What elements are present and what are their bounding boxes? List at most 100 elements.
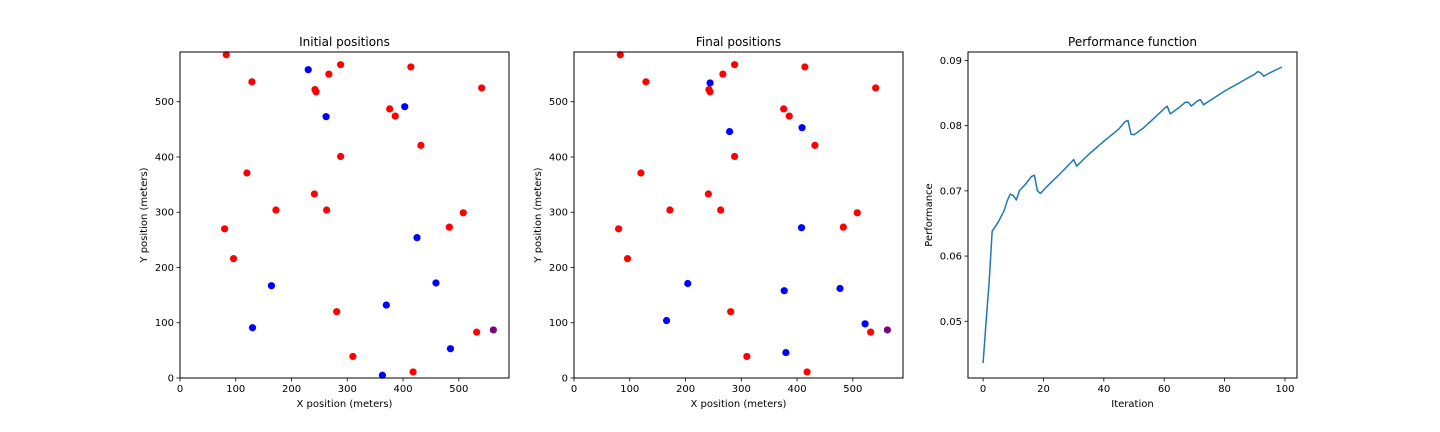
scatter-point [325,70,333,78]
scatter-point [304,66,312,74]
x-axis-label: Iteration [1111,399,1153,410]
scatter-point [803,368,811,376]
scatter-point [336,152,345,161]
scatter-point [336,61,345,69]
scatter-point [473,328,481,336]
y-tick-label: 400 [549,152,568,163]
scatter-point [801,63,809,71]
x-tick-label: 400 [394,384,413,395]
scatter-point [797,224,806,232]
chart-title: Final positions [696,35,781,49]
y-tick-label: 300 [549,208,568,219]
scatter-point [785,112,793,120]
y-tick-label: 0.09 [940,56,962,67]
scatter-point [743,352,751,361]
performance-line [982,66,1283,364]
scatter-point [839,223,847,231]
scatter-point [616,51,624,59]
axis-ticks: 0 100 200 300 400 500 0 100 200 300 400 500 [155,97,468,395]
scatter-point [489,326,497,334]
x-axis-label: X position (meters) [691,399,787,410]
y-tick-label: 100 [155,318,174,329]
y-tick-label: 100 [549,318,568,329]
scatter-point [727,308,735,316]
x-tick-label: 0 [571,384,577,395]
scatter-point [615,225,623,233]
scatter-point [706,88,714,96]
y-tick-label: 0.07 [940,186,962,197]
x-tick-label: 200 [676,384,695,395]
scatter-point [780,105,788,113]
scatter-point [719,70,727,78]
y-tick-label: 500 [155,97,174,108]
plot-marks [982,66,1283,364]
y-tick-label: 0 [562,374,568,385]
scatter-point [248,78,256,86]
scatter-point [446,345,455,353]
scatter-point [323,206,331,214]
scatter-point [272,206,280,214]
x-tick-label: 80 [1218,384,1231,395]
scatter-point [867,328,875,336]
scatter-point [883,326,891,334]
scatter-point [333,308,341,316]
scatter-point [730,61,739,69]
scatter-point [386,105,394,113]
final-positions-chart: Final positions 0 100 200 300 400 500 0 100 200 3… [533,35,904,410]
scatter-point [725,127,734,136]
scatter-point [312,88,320,96]
scatter-point [798,124,806,132]
y-tick-label: 0 [168,374,174,385]
y-tick-label: 500 [549,97,568,108]
scatter-point [222,51,230,59]
scatter-point [382,301,390,309]
scatter-point [642,78,650,86]
scatter-point [267,282,276,290]
plot-marks [615,51,891,376]
x-tick-label: 60 [1158,384,1171,395]
x-tick-label: 500 [449,384,468,395]
x-tick-label: 100 [620,384,639,395]
scatter-point [391,112,399,120]
performance-function-chart: Performance function 0 20 40 60 80 100 0.05 0.0… [924,35,1298,410]
y-tick-label: 200 [155,263,174,274]
scatter-point [811,141,819,149]
scatter-point [229,255,238,263]
scatter-point [717,206,725,214]
x-axis-label: X position (meters) [297,399,393,410]
scatter-point [637,169,645,177]
scatter-point [706,79,714,87]
x-tick-label: 300 [732,384,751,395]
scatter-point [780,287,788,295]
scatter-point [349,352,357,361]
scatter-point [322,113,330,121]
x-tick-label: 300 [338,384,357,395]
scatter-point [221,225,229,233]
plot-frame [179,51,510,379]
x-tick-label: 500 [843,384,862,395]
scatter-point [861,320,869,328]
scatter-point [623,255,632,263]
scatter-point [782,348,790,357]
plot-marks [221,51,497,379]
x-tick-label: 100 [1275,384,1294,395]
x-tick-label: 0 [177,384,183,395]
y-tick-label: 0.06 [940,252,962,263]
x-tick-label: 40 [1097,384,1110,395]
scatter-point [243,169,251,177]
initial-positions-chart: Initial positions 0 100 200 300 400 500 0 100 20… [139,35,510,410]
scatter-point [704,190,712,198]
scatter-point [445,223,453,231]
scatter-point [666,206,674,214]
axis-ticks: 0 100 200 300 400 500 0 100 200 300 400 500 [549,97,862,395]
y-axis-label: Y position (meters) [139,167,150,263]
plot-frame [967,51,1298,379]
x-tick-label: 400 [788,384,807,395]
scatter-point [378,371,387,379]
scatter-point [872,84,880,92]
scatter-point [248,324,257,332]
y-tick-label: 300 [155,208,174,219]
scatter-point [417,141,425,149]
scatter-point [432,279,440,287]
